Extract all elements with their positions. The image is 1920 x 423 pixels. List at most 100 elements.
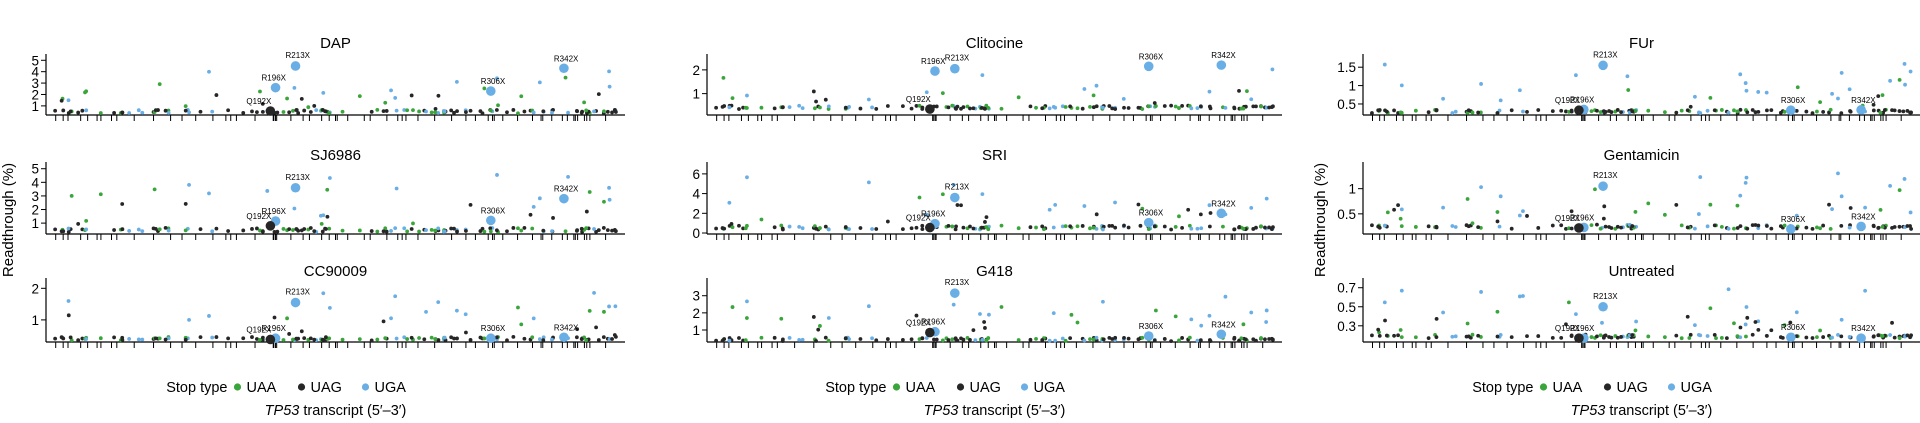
data-point bbox=[393, 294, 398, 299]
data-point bbox=[1208, 211, 1213, 215]
data-point bbox=[1122, 223, 1126, 228]
data-point bbox=[84, 108, 89, 113]
data-point bbox=[1685, 108, 1690, 113]
data-point bbox=[1091, 225, 1096, 230]
data-point bbox=[1047, 207, 1052, 212]
highlight-point-q192x bbox=[265, 221, 276, 231]
data-point bbox=[1063, 105, 1068, 109]
data-point bbox=[1794, 213, 1799, 218]
data-point bbox=[454, 308, 459, 313]
data-point bbox=[1249, 205, 1254, 210]
data-point bbox=[1088, 337, 1092, 342]
data-point bbox=[1101, 105, 1105, 110]
data-point bbox=[1082, 87, 1087, 91]
data-point bbox=[1705, 108, 1710, 113]
data-point bbox=[982, 320, 987, 324]
data-point bbox=[163, 225, 168, 230]
point-label: Q192X bbox=[906, 214, 932, 223]
data-point bbox=[98, 336, 103, 341]
data-point bbox=[541, 335, 546, 340]
data-point bbox=[1646, 334, 1651, 339]
data-point bbox=[826, 104, 831, 109]
data-point bbox=[800, 337, 805, 342]
highlight-point-r342x bbox=[559, 332, 569, 343]
data-point bbox=[961, 105, 966, 110]
data-point bbox=[1744, 175, 1749, 180]
data-point bbox=[272, 229, 277, 234]
data-point bbox=[1595, 108, 1599, 113]
data-point bbox=[1094, 83, 1099, 88]
data-point bbox=[579, 337, 584, 342]
data-point bbox=[436, 93, 441, 98]
data-point bbox=[531, 110, 536, 115]
data-point bbox=[826, 338, 831, 343]
data-point bbox=[411, 108, 415, 113]
data-point bbox=[1384, 109, 1389, 114]
data-point bbox=[563, 75, 568, 80]
data-point bbox=[1385, 210, 1390, 215]
data-point bbox=[951, 182, 956, 187]
data-point bbox=[932, 337, 936, 342]
data-point bbox=[826, 227, 831, 232]
data-point bbox=[1441, 205, 1445, 210]
data-point bbox=[409, 93, 414, 98]
data-point bbox=[1126, 336, 1131, 341]
data-point bbox=[1269, 105, 1274, 109]
data-point bbox=[464, 110, 468, 115]
data-point bbox=[787, 224, 792, 229]
data-point bbox=[1466, 224, 1471, 229]
data-point bbox=[1839, 223, 1844, 228]
data-point bbox=[393, 96, 398, 100]
data-point bbox=[340, 109, 345, 114]
data-point bbox=[1383, 318, 1387, 323]
data-point bbox=[1376, 327, 1381, 332]
data-point bbox=[478, 229, 483, 233]
data-point bbox=[563, 229, 568, 234]
data-point bbox=[1075, 224, 1080, 229]
data-point bbox=[1413, 225, 1418, 229]
data-point bbox=[1498, 98, 1503, 103]
data-point bbox=[1569, 333, 1574, 338]
data-point bbox=[511, 226, 516, 230]
data-point bbox=[1245, 89, 1249, 94]
y-tick-label: 1 bbox=[31, 313, 39, 328]
data-point bbox=[1091, 337, 1096, 342]
data-point bbox=[1601, 335, 1606, 340]
data-point bbox=[1136, 202, 1141, 207]
data-point bbox=[409, 227, 414, 231]
data-point bbox=[433, 228, 438, 233]
highlight-point-r213x bbox=[950, 63, 960, 74]
data-point bbox=[772, 335, 777, 340]
data-point bbox=[1738, 224, 1743, 229]
data-point bbox=[1195, 338, 1200, 343]
data-point bbox=[1237, 88, 1241, 93]
data-point bbox=[900, 337, 905, 342]
data-point bbox=[1047, 106, 1052, 111]
point-label: R342X bbox=[1851, 324, 1876, 333]
data-point bbox=[1559, 335, 1564, 340]
data-point bbox=[920, 105, 925, 110]
point-label: R306X bbox=[1139, 209, 1164, 218]
y-tick-label: 3 bbox=[31, 76, 39, 91]
point-label: R213X bbox=[286, 173, 311, 182]
data-point bbox=[946, 223, 951, 228]
data-point bbox=[442, 229, 447, 234]
data-point bbox=[924, 90, 929, 95]
data-point bbox=[1738, 325, 1743, 330]
highlight-point-r306x bbox=[486, 333, 496, 344]
data-point bbox=[1101, 299, 1105, 304]
data-point bbox=[1016, 95, 1021, 100]
data-point bbox=[584, 209, 589, 214]
data-point bbox=[1871, 102, 1876, 107]
data-point bbox=[858, 337, 863, 341]
legend-3: Stop type UAA UAG UGA TP53 transcript (5′–3′… bbox=[1472, 380, 1712, 419]
legend-label-uga: UGA bbox=[1681, 380, 1713, 396]
data-point bbox=[1738, 72, 1743, 77]
data-point bbox=[575, 228, 580, 232]
data-point bbox=[299, 329, 304, 334]
y-tick-label: 3 bbox=[692, 289, 700, 304]
data-point bbox=[1040, 338, 1045, 342]
data-point bbox=[187, 110, 191, 115]
data-point bbox=[613, 304, 618, 309]
